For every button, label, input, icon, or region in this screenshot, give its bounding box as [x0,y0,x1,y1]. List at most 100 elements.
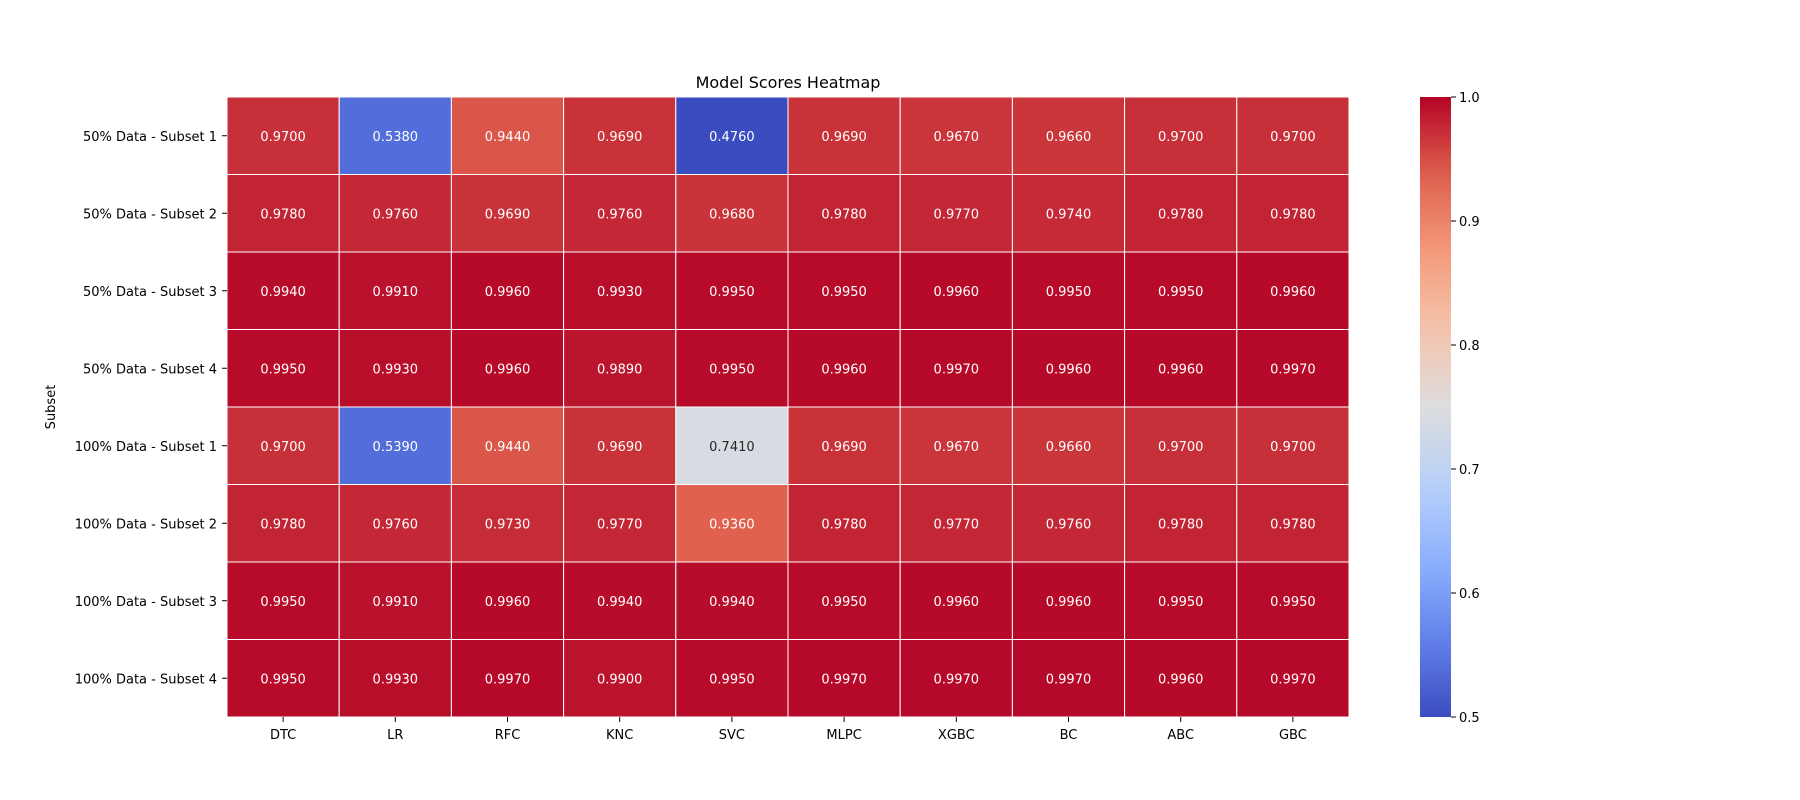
heatmap-cell [787,96,901,175]
heatmap-cell [1236,329,1350,408]
cell-value-label: 0.9960 [1270,285,1316,300]
colorbar-tick-label: 0.6 [1459,587,1480,602]
heatmap-cell [675,251,789,330]
cell-value-label: 0.9900 [597,672,643,687]
heatmap-cell [450,96,565,175]
heatmap-cell [450,174,565,253]
y-axis-ticks: 50% Data - Subset 1 50% Data - Subset 2 50… [75,130,227,687]
cell-value-label: 0.9730 [485,517,531,532]
heatmap-cell [1124,329,1238,408]
cell-value-label: 0.9960 [1046,595,1092,610]
heatmap-cell [787,639,901,718]
colorbar-tick-label: 0.8 [1459,339,1480,354]
heatmap-cell [787,406,901,485]
cell-value-label: 0.9950 [1158,285,1204,300]
heatmap-cell [787,174,901,253]
cell-value-label: 0.9690 [597,440,643,455]
cell-value-label: 0.9780 [821,517,867,532]
x-tick-label: DTC [270,728,296,743]
heatmap-cell [899,484,1013,563]
heatmap-cell [675,639,789,718]
x-tick-label: GBC [1279,728,1307,743]
cell-value-label: 0.9660 [1046,440,1092,455]
cell-value-label: 0.9970 [1046,672,1092,687]
cell-value-label: 0.9690 [485,207,531,222]
colorbar-tick-label: 1.0 [1459,91,1480,106]
heatmap-cell [675,406,789,485]
cell-value-label: 0.9960 [1158,672,1204,687]
heatmap-cell [1011,329,1126,408]
heatmap-cell [338,96,452,175]
y-tick-label: 50% Data - Subset 2 [83,207,217,222]
cell-value-label: 0.9970 [1270,672,1316,687]
cell-value-label: 0.9960 [1046,362,1092,377]
heatmap-cell [675,96,789,175]
y-tick-label: 100% Data - Subset 1 [75,440,217,455]
heatmap-cell [338,174,452,253]
cell-value-label: 0.9780 [1158,207,1204,222]
heatmap-cell [1011,251,1126,330]
cell-value-label: 0.9700 [260,440,306,455]
cell-value-label: 0.9940 [709,595,755,610]
x-tick-label: BC [1060,728,1078,743]
cell-value-label: 0.9770 [597,517,643,532]
cell-value-label: 0.9760 [597,207,643,222]
x-tick-label: MLPC [826,728,861,743]
cell-value-label: 0.9740 [1046,207,1092,222]
cell-value-label: 0.5390 [373,440,419,455]
cell-value-label: 0.9670 [934,440,980,455]
y-tick-label: 50% Data - Subset 3 [83,285,217,300]
heatmap-cell [899,251,1013,330]
colorbar-gradient [1420,97,1451,717]
cell-value-label: 0.9440 [485,440,531,455]
heatmap-cell-labels: 0.9700 0.5380 0.9440 0.9690 0.4760 0.9690 0.96… [260,130,1315,688]
cell-value-label: 0.7410 [709,440,755,455]
heatmap-cell [1011,639,1126,718]
cell-value-label: 0.9700 [1158,440,1204,455]
x-axis-ticks: DTC LR RFC KNC SVC MLPC XGBC BC ABC GBC [270,717,1307,743]
cell-value-label: 0.9760 [373,207,419,222]
cell-value-label: 0.9700 [260,130,306,145]
heatmap-cell [1011,406,1126,485]
y-tick-label: 50% Data - Subset 1 [83,130,217,145]
cell-value-label: 0.9950 [1158,595,1204,610]
heatmap-cell [226,251,340,330]
heatmap-cell [1124,484,1238,563]
cell-value-label: 0.9940 [597,595,643,610]
heatmap-cell [450,406,565,485]
cell-value-label: 0.9960 [485,595,531,610]
cell-value-label: 0.9950 [260,672,306,687]
heatmap-cell [563,639,677,718]
cell-value-label: 0.9940 [260,285,306,300]
heatmap-cell [787,329,901,408]
heatmap-cell [1011,561,1126,640]
x-tick-label: LR [387,728,403,743]
cell-value-label: 0.9930 [597,285,643,300]
cell-value-label: 0.9950 [1046,285,1092,300]
heatmap-cell [1124,406,1238,485]
colorbar: 0.5 0.6 0.7 0.8 0.9 1.0 [1420,91,1480,726]
heatmap-cell [226,561,340,640]
cell-value-label: 0.9690 [821,130,867,145]
heatmap-cell [338,406,452,485]
heatmap-cell [450,251,565,330]
cell-value-label: 0.9680 [709,207,755,222]
heatmap-cell [226,329,340,408]
heatmap-cell [1124,174,1238,253]
colorbar-tick-label: 0.9 [1459,215,1480,230]
cell-value-label: 0.9970 [934,672,980,687]
cell-value-label: 0.9770 [934,517,980,532]
y-tick-label: 50% Data - Subset 4 [83,362,217,377]
heatmap-cell [899,561,1013,640]
heatmap-cell [1011,96,1126,175]
heatmap-cell [1124,561,1238,640]
colorbar-tick-label: 0.7 [1459,463,1480,478]
cell-value-label: 0.9440 [485,130,531,145]
heatmap-cell [675,329,789,408]
cell-value-label: 0.9950 [260,362,306,377]
cell-value-label: 0.9950 [821,595,867,610]
cell-value-label: 0.9970 [1270,362,1316,377]
cell-value-label: 0.9690 [597,130,643,145]
heatmap-cell [1124,251,1238,330]
